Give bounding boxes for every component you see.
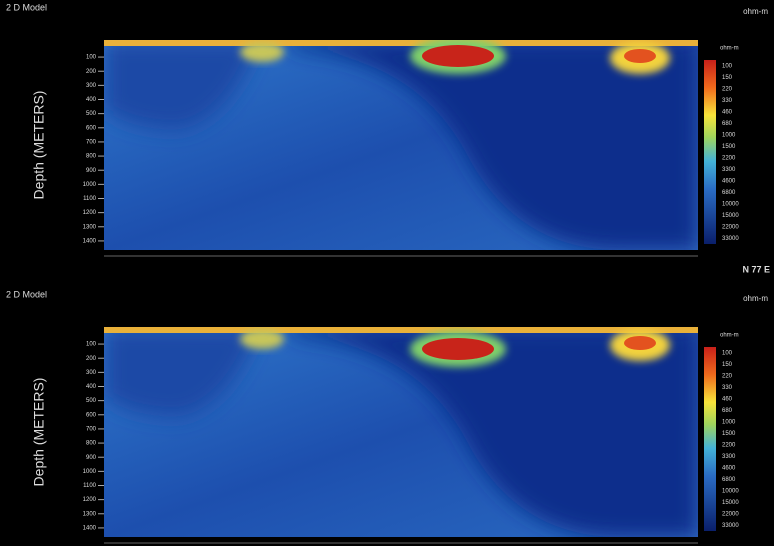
colorbar-tick-label: 4600 [722, 178, 736, 184]
colorbar-tick-label: 1500 [722, 431, 736, 437]
depth-tick-label: 900 [86, 455, 97, 461]
depth-tick-label: 1100 [83, 483, 97, 489]
colorbar-tick-label: 330 [722, 385, 733, 391]
colorbar-tick-label: 1500 [722, 144, 736, 150]
y-axis-label: Depth (METERS) [31, 378, 47, 487]
colorbar-tick-label: 3300 [722, 454, 736, 460]
panel-title: 2 D Model [6, 2, 47, 12]
anomaly-halo [240, 42, 284, 62]
depth-tick-label: 800 [86, 154, 97, 160]
unit-label: ohm-m [743, 7, 768, 16]
model-panel: 2 D Model ohm-m Depth (METERS) 100 200 300 400… [6, 289, 770, 546]
depth-tick-label: 700 [86, 427, 97, 433]
depth-tick-label: 400 [86, 97, 97, 103]
colorbar-tick-label: 15000 [722, 213, 739, 219]
depth-tick-label: 500 [86, 111, 97, 117]
depth-tick-label: 500 [86, 398, 97, 404]
colorbar-tick-label: 220 [722, 86, 733, 92]
colorbar-tick-label: 220 [722, 373, 733, 379]
depth-tick-label: 900 [86, 168, 97, 174]
depth-tick-label: 1300 [83, 224, 97, 230]
depth-tick-label: 1100 [83, 196, 97, 202]
depth-tick-label: 800 [86, 441, 97, 447]
colorbar-tick-label: 10000 [722, 201, 739, 207]
colorbar-tick-label: 2200 [722, 155, 736, 161]
depth-tick-label: 200 [86, 69, 97, 75]
anomaly [422, 45, 494, 67]
colorbar-tick-label: 10000 [722, 488, 739, 494]
panel-title: 2 D Model [6, 289, 47, 299]
colorbar-tick-label: 15000 [722, 500, 739, 506]
screenshot: 2 D Model ohm-m Depth (METERS) 100 200 300 400… [0, 0, 774, 546]
colorbar-tick-label: 460 [722, 396, 733, 402]
anomaly [624, 336, 656, 350]
colorbar-tick-label: 460 [722, 109, 733, 115]
depth-tick-label: 600 [86, 125, 97, 131]
colorbar-tick-label: 6800 [722, 190, 736, 196]
colorbar-label: ohm-m [720, 46, 739, 52]
colorbar-tick-label: 6800 [722, 477, 736, 483]
direction-label: N 77 E [742, 264, 770, 274]
surface-layer [104, 327, 698, 333]
colorbar-tick-label: 680 [722, 121, 733, 127]
colorbar [704, 60, 716, 244]
colorbar-tick-label: 33000 [722, 523, 739, 529]
unit-label: ohm-m [743, 294, 768, 303]
depth-tick-label: 200 [86, 356, 97, 362]
y-axis-label: Depth (METERS) [31, 91, 47, 200]
colorbar-tick-label: 4600 [722, 465, 736, 471]
colorbar-tick-label: 2200 [722, 442, 736, 448]
colorbar [704, 347, 716, 531]
depth-tick-label: 1200 [83, 497, 97, 503]
depth-tick-label: 100 [86, 55, 97, 61]
colorbar-tick-label: 22000 [722, 224, 739, 230]
colorbar-tick-label: 100 [722, 63, 733, 69]
depth-tick-label: 300 [86, 370, 97, 376]
colorbar-tick-label: 33000 [722, 236, 739, 242]
colorbar-tick-label: 1000 [722, 132, 736, 138]
depth-tick-label: 1000 [83, 182, 97, 188]
anomaly [422, 338, 494, 360]
colorbar-tick-label: 100 [722, 350, 733, 356]
depth-tick-label: 400 [86, 384, 97, 390]
depth-tick-label: 1000 [83, 469, 97, 475]
model-image [104, 38, 698, 250]
depth-tick-label: 1300 [83, 511, 97, 517]
anomaly-halo [240, 329, 284, 349]
depth-tick-label: 100 [86, 342, 97, 348]
model-image [104, 327, 698, 537]
depth-tick-label: 1400 [83, 526, 97, 532]
anomaly [624, 49, 656, 63]
depth-tick-label: 1400 [83, 239, 97, 245]
model-panel: 2 D Model ohm-m Depth (METERS) 100 200 300 400… [6, 2, 770, 274]
colorbar-tick-label: 150 [722, 362, 733, 368]
depth-tick-label: 300 [86, 83, 97, 89]
surface-layer [104, 40, 698, 46]
depth-tick-label: 700 [86, 140, 97, 146]
depth-tick-label: 1200 [83, 210, 97, 216]
colorbar-tick-label: 3300 [722, 167, 736, 173]
depth-tick-label: 600 [86, 412, 97, 418]
colorbar-tick-label: 680 [722, 408, 733, 414]
colorbar-tick-label: 1000 [722, 419, 736, 425]
colorbar-label: ohm-m [720, 333, 739, 339]
colorbar-tick-label: 150 [722, 75, 733, 81]
colorbar-tick-label: 330 [722, 98, 733, 104]
colorbar-tick-label: 22000 [722, 511, 739, 517]
